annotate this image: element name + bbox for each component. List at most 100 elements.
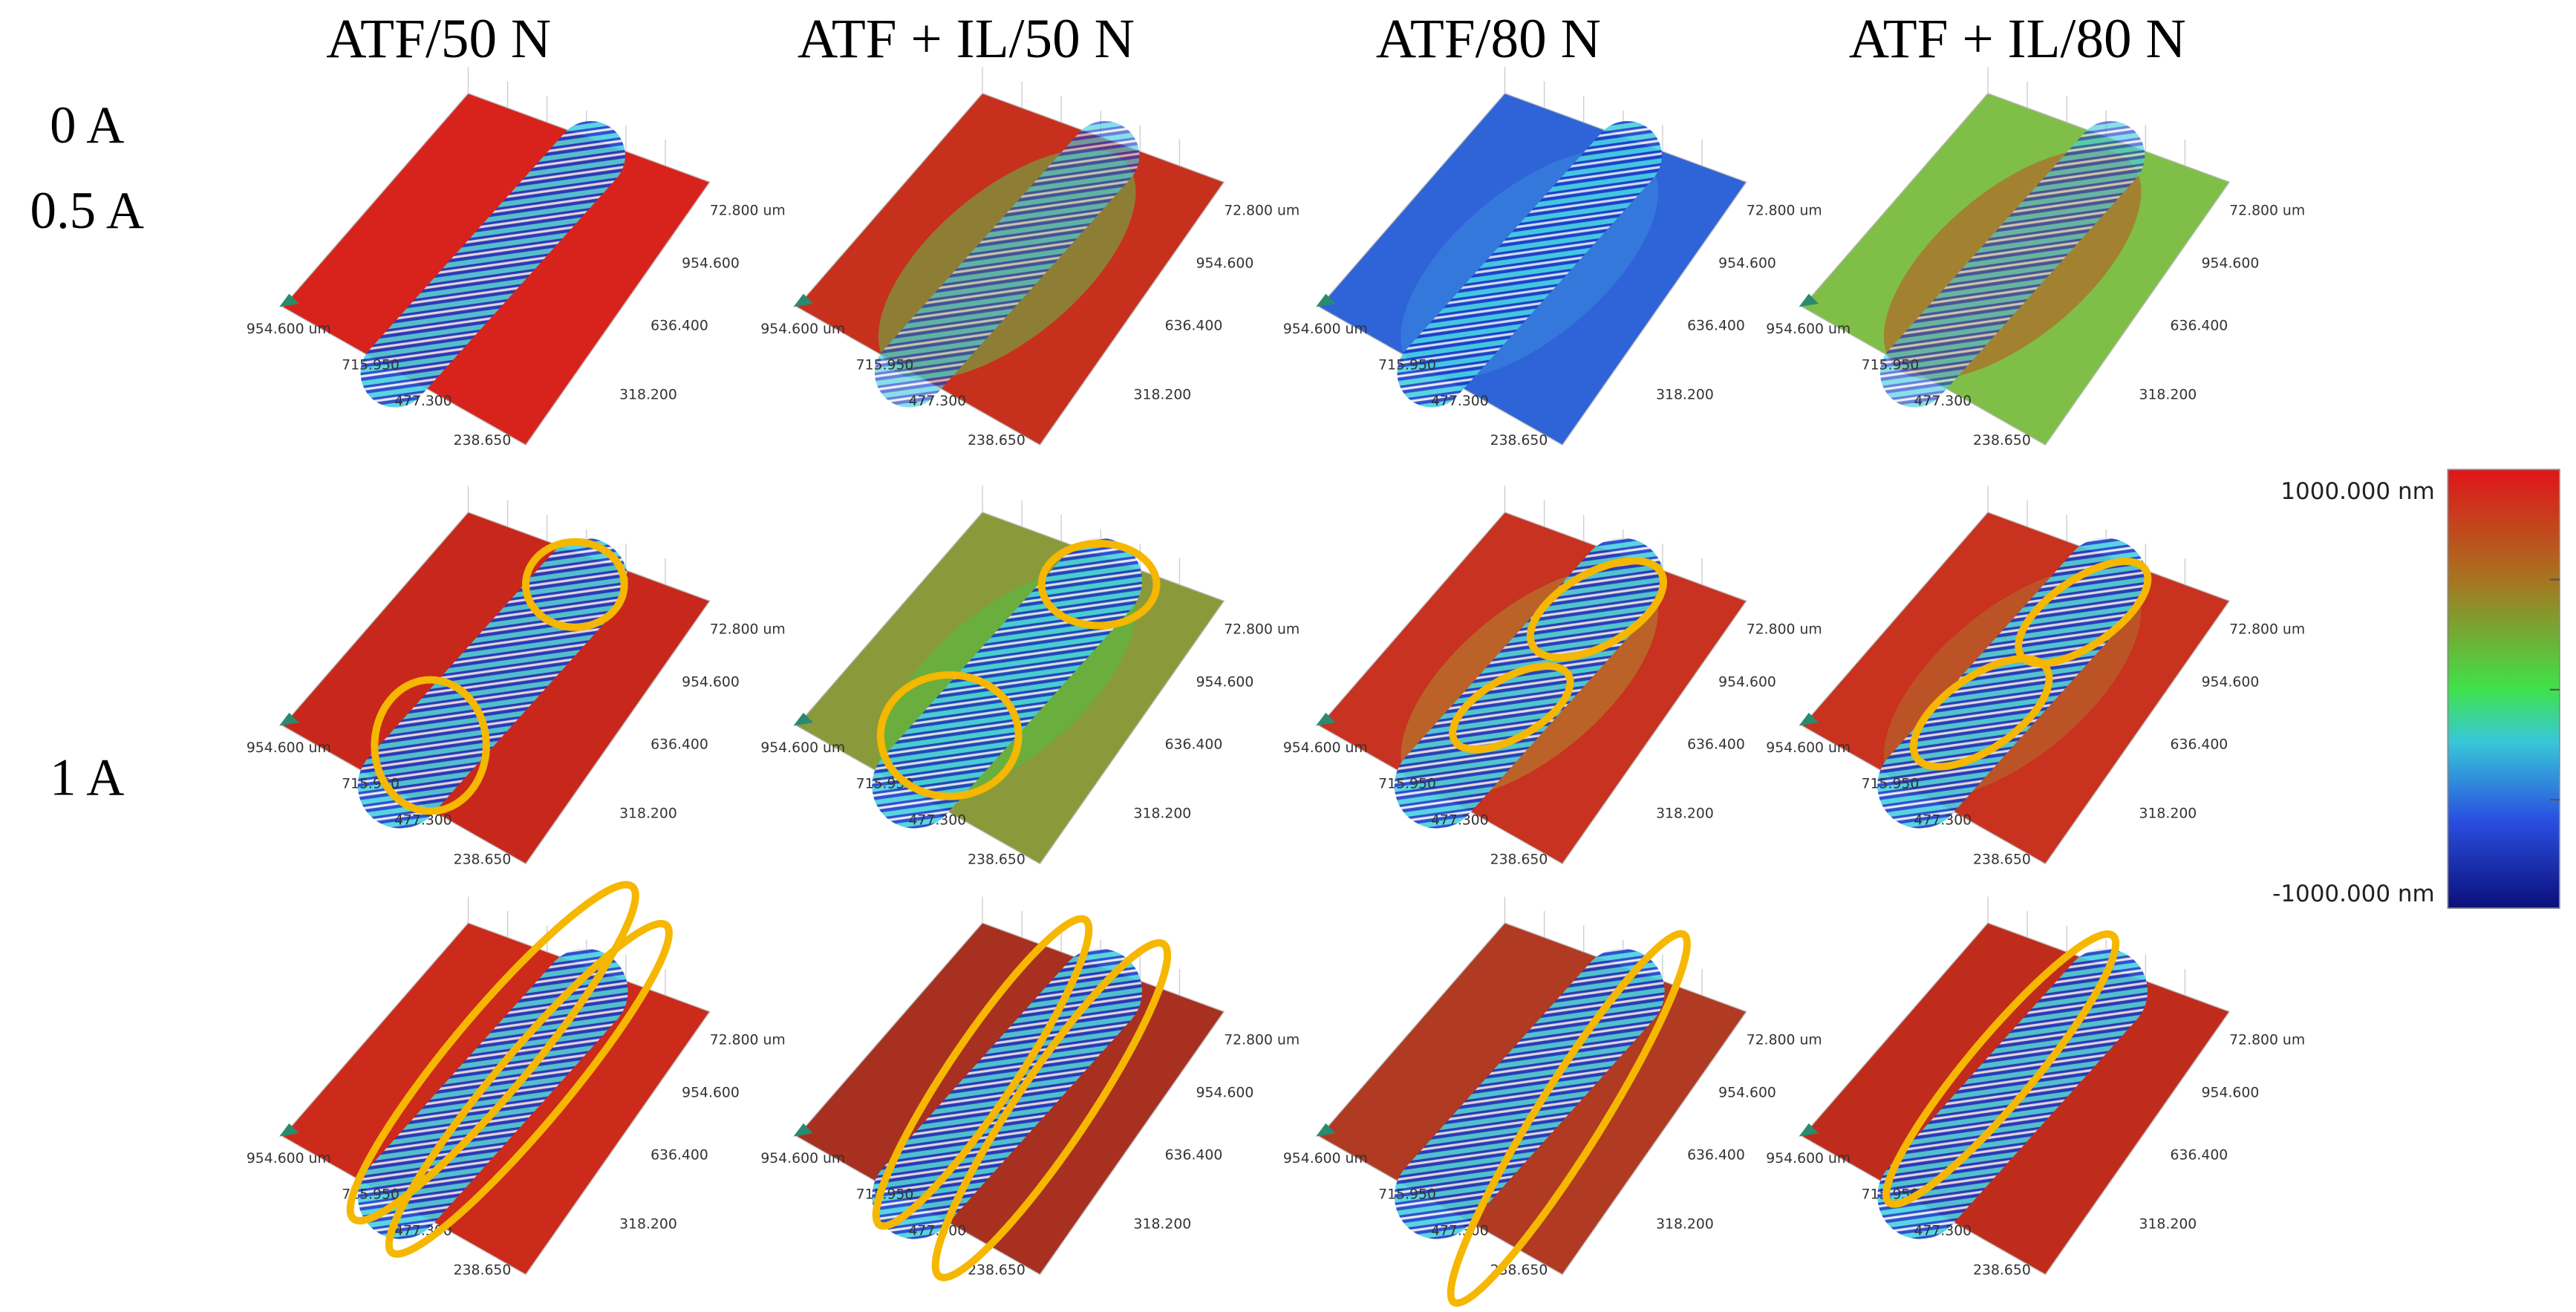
highlight-ellipse: [371, 676, 490, 815]
axis-label: 636.400: [1687, 318, 1745, 333]
axis-marker: [793, 293, 814, 307]
axis-label: 318.200: [1134, 1217, 1192, 1233]
wear-track: [357, 538, 628, 829]
axis-label: 238.650: [968, 1262, 1025, 1278]
axis-label: 318.200: [619, 387, 677, 402]
axis-label: 954.600 um: [1283, 740, 1368, 756]
axis-marker: [279, 712, 299, 726]
axis-label: 238.650: [968, 433, 1025, 448]
column-header: ATF + IL/50 N: [798, 8, 1135, 70]
axis-label: 238.650: [1490, 852, 1548, 867]
axis-label: 318.200: [2139, 806, 2197, 821]
axis-label: 954.600: [2202, 674, 2260, 690]
highlight-ellipse: [346, 881, 639, 1225]
axis-label: 477.300: [908, 812, 966, 828]
highlight-ellipse: [521, 538, 628, 631]
column-header: ATF/50 N: [326, 8, 551, 70]
axis-label: 318.200: [2139, 387, 2197, 402]
axis-label: 715.950: [1378, 357, 1436, 373]
axis-label: 954.600: [1718, 255, 1776, 271]
axis-label: 954.600 um: [247, 322, 331, 337]
axis-label: 477.300: [1431, 1223, 1489, 1238]
wear-track: [1394, 538, 1665, 829]
axis-label: 72.800 um: [1747, 1033, 1822, 1048]
axis-label: 72.800 um: [2229, 1033, 2305, 1048]
axis-label: 477.300: [1914, 1223, 1972, 1238]
axis-marker: [793, 1123, 814, 1137]
axis-label: 715.950: [342, 357, 400, 373]
axis-marker: [279, 1123, 299, 1137]
axis-label: 72.800 um: [710, 1033, 786, 1048]
axis-label: 954.600: [1196, 1086, 1254, 1101]
axis-label: 72.800 um: [2229, 203, 2305, 218]
axis-label: 954.600 um: [247, 740, 331, 756]
axis-label: 477.300: [1431, 812, 1489, 828]
axis-label: 715.950: [856, 357, 914, 373]
axis-label: 477.300: [1431, 394, 1489, 409]
axis-marker: [793, 712, 814, 726]
axis-label: 715.950: [856, 1187, 914, 1203]
axis-marker: [279, 293, 299, 307]
wear-track: [1879, 121, 2145, 408]
axis-label: 238.650: [454, 433, 512, 448]
axis-label: 954.600: [682, 255, 740, 271]
axis-marker: [1316, 712, 1336, 726]
axis-label: 238.650: [1490, 433, 1548, 448]
colorbar: 1000.000 nm -1000.000 nm: [2272, 469, 2560, 909]
highlight-ellipse: [876, 670, 1023, 800]
axis-label: 238.650: [454, 1262, 512, 1278]
colorbar-scale: [2447, 469, 2560, 909]
axis-label: 715.950: [1378, 1187, 1436, 1203]
axis-label: 238.650: [1973, 1262, 2031, 1278]
highlight-ellipse: [1909, 655, 2053, 771]
axis-label: 954.600: [682, 1086, 740, 1101]
axis-label: 954.600 um: [760, 1151, 845, 1166]
axis-label: 715.950: [1378, 777, 1436, 792]
axis-label: 238.650: [1973, 433, 2031, 448]
axis-label: 954.600: [1718, 1086, 1776, 1101]
axis-label: 318.200: [2139, 1217, 2197, 1233]
highlight-ellipse: [1526, 557, 1667, 662]
axis-label: 636.400: [650, 318, 708, 333]
axis-label: 715.950: [1862, 777, 1920, 792]
axis-label: 72.800 um: [710, 203, 786, 218]
highlight-ellipse: [872, 915, 1093, 1230]
axis-label: 318.200: [1656, 806, 1714, 821]
row-labels: 0 A 0.5 A 1 A: [30, 97, 144, 806]
axis-label: 72.800 um: [1747, 622, 1822, 638]
axis-label: 954.600: [682, 674, 740, 690]
axis-label: 238.650: [1973, 852, 2031, 867]
axis-label: 954.600: [1718, 674, 1776, 690]
axis-marker: [1799, 712, 1819, 726]
highlight-ellipse: [1037, 539, 1161, 630]
colorbar-max-label: 1000.000 nm: [2280, 478, 2434, 505]
axis-label: 72.800 um: [710, 622, 786, 638]
axis-label: 954.600 um: [1766, 1151, 1851, 1166]
wear-track: [1877, 538, 2148, 829]
axis-label: 636.400: [1165, 318, 1223, 333]
axis-label: 636.400: [2171, 737, 2228, 752]
axis-label: 954.600 um: [247, 1151, 331, 1166]
axis-label: 954.600: [2202, 1086, 2260, 1101]
axis-label: 318.200: [1656, 387, 1714, 402]
axis-label: 954.600 um: [1766, 322, 1851, 337]
axis-label: 636.400: [1165, 737, 1223, 752]
axis-label: 954.600 um: [1283, 322, 1368, 337]
axis-label: 318.200: [619, 1217, 677, 1233]
column-header: ATF + IL/80 N: [1849, 8, 2186, 70]
highlight-ellipse: [1882, 930, 2120, 1208]
axis-label: 477.300: [908, 394, 966, 409]
axis-label: 72.800 um: [1224, 1033, 1300, 1048]
wear-track: [874, 121, 1140, 408]
wear-track: [1397, 121, 1662, 408]
axis-label: 72.800 um: [2229, 622, 2305, 638]
axis-label: 954.600: [1196, 674, 1254, 690]
axis-marker: [1316, 293, 1336, 307]
